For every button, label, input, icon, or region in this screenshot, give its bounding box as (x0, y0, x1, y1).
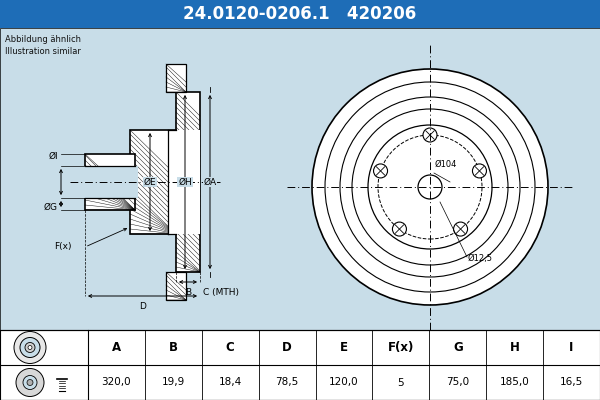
Circle shape (16, 368, 44, 396)
Text: Ø104: Ø104 (435, 160, 457, 169)
Circle shape (27, 380, 33, 386)
Text: E: E (340, 341, 348, 354)
Text: ØG: ØG (44, 203, 58, 212)
Text: 78,5: 78,5 (275, 378, 299, 388)
Text: D: D (282, 341, 292, 354)
Text: 16,5: 16,5 (560, 378, 583, 388)
Circle shape (472, 164, 487, 178)
Bar (0, 28, 600, 330)
Text: ØH: ØH (178, 178, 192, 186)
Text: Ø12,5: Ø12,5 (468, 254, 493, 264)
Circle shape (14, 332, 46, 364)
Circle shape (418, 175, 442, 199)
Bar (166, 272, 186, 300)
Text: ØA: ØA (203, 178, 217, 186)
Text: 24.0120-0206.1   420206: 24.0120-0206.1 420206 (184, 5, 416, 23)
Bar (176, 92, 200, 272)
Circle shape (454, 222, 467, 236)
Text: F(x): F(x) (55, 242, 72, 252)
Text: F(x): F(x) (388, 341, 414, 354)
Circle shape (374, 164, 388, 178)
Bar (0, 28, 600, 330)
Text: A: A (112, 341, 121, 354)
Text: C: C (226, 341, 235, 354)
Text: Abbildung ähnlich
Illustration similar: Abbildung ähnlich Illustration similar (5, 35, 81, 56)
Text: 185,0: 185,0 (500, 378, 530, 388)
Bar (130, 130, 176, 234)
Bar (83, 166, 138, 198)
Text: B: B (185, 288, 191, 297)
Text: 18,4: 18,4 (218, 378, 242, 388)
Text: H: H (510, 341, 520, 354)
Bar (166, 64, 186, 92)
Text: 75,0: 75,0 (446, 378, 469, 388)
Circle shape (368, 125, 492, 249)
Bar (0, 0, 600, 28)
Text: 320,0: 320,0 (101, 378, 131, 388)
Text: B: B (169, 341, 178, 354)
Text: I: I (569, 341, 574, 354)
Circle shape (20, 338, 40, 358)
Bar (0, 330, 600, 400)
Circle shape (28, 346, 32, 350)
Text: 19,9: 19,9 (162, 378, 185, 388)
Text: 120,0: 120,0 (329, 378, 359, 388)
Text: D: D (139, 302, 146, 311)
Circle shape (423, 128, 437, 142)
Circle shape (392, 222, 406, 236)
Text: G: G (453, 341, 463, 354)
Circle shape (312, 69, 548, 305)
Circle shape (25, 342, 35, 352)
Bar (168, 130, 200, 234)
Bar (85, 154, 135, 210)
Text: ØI: ØI (49, 152, 58, 161)
Text: C (MTH): C (MTH) (203, 288, 239, 297)
Text: 5: 5 (398, 378, 404, 388)
Circle shape (23, 376, 37, 390)
Text: ATE: ATE (374, 146, 466, 188)
Text: ØE: ØE (143, 178, 157, 186)
